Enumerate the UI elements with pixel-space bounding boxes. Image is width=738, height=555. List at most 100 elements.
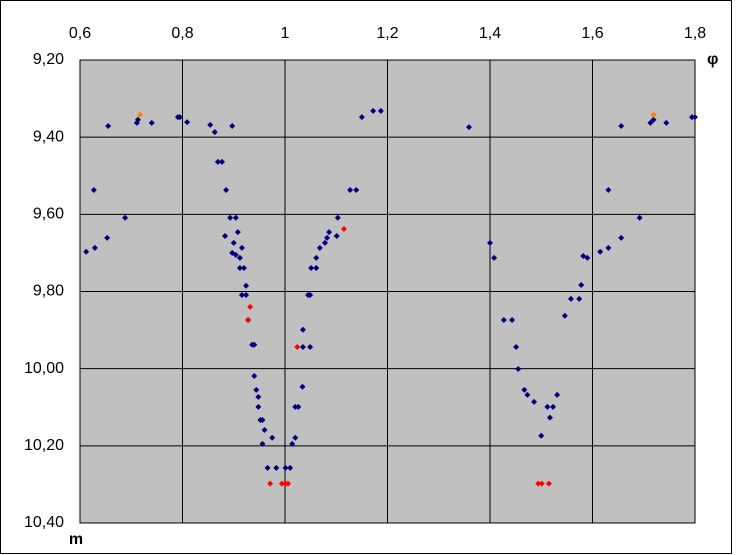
x-tick-label: 0,8 [171, 25, 193, 42]
data-point [255, 403, 262, 410]
data-point [491, 254, 498, 261]
data-point [521, 386, 528, 393]
data-point [282, 464, 289, 471]
data-point [316, 244, 323, 251]
data-point [218, 158, 225, 165]
data-point [243, 282, 250, 289]
data-point [83, 248, 90, 255]
data-point [232, 214, 239, 221]
data-point [307, 291, 314, 298]
data-point [326, 229, 333, 236]
x-tick-label: 1,6 [581, 25, 603, 42]
y-tick-label: 10,20 [24, 437, 64, 454]
data-point [255, 393, 262, 400]
data-point [230, 239, 237, 246]
data-point [515, 366, 522, 373]
data-point [251, 372, 258, 379]
data-point [535, 480, 542, 487]
data-point [229, 122, 236, 129]
data-point [267, 480, 274, 487]
data-point [287, 464, 294, 471]
data-point [105, 122, 112, 129]
data-point [597, 248, 604, 255]
data-point [487, 239, 493, 246]
data-point [688, 114, 695, 121]
data-point [253, 386, 260, 393]
data-point [176, 114, 183, 121]
data-point [324, 234, 331, 241]
data-point [245, 317, 252, 324]
data-point [663, 119, 670, 126]
data-point [333, 232, 340, 239]
data-point [134, 116, 141, 123]
y-tick-label: 9,20 [33, 51, 64, 68]
data-point [289, 440, 296, 447]
data-point [561, 312, 568, 319]
data-point [370, 107, 377, 114]
data-point [222, 232, 229, 239]
data-point [238, 291, 245, 298]
data-point [358, 114, 365, 121]
x-tick-label: 1,2 [376, 25, 398, 42]
x-tick-label: 1,4 [479, 25, 501, 42]
data-point [307, 344, 314, 351]
data-point [122, 214, 129, 221]
data-point [605, 187, 612, 194]
data-point [576, 295, 583, 302]
data-point [269, 434, 276, 441]
data-point [692, 114, 698, 121]
data-point [259, 440, 266, 447]
data-point [531, 398, 538, 405]
data-point [308, 264, 315, 271]
data-point [211, 129, 218, 136]
data-point [257, 416, 264, 423]
y-tick-label: 9,40 [33, 128, 64, 145]
y-axis-label: m [69, 531, 83, 548]
data-point [241, 264, 247, 271]
data-point [538, 480, 545, 487]
data-point [509, 317, 516, 324]
data-point [377, 107, 384, 114]
data-point [214, 158, 221, 165]
data-point [554, 391, 561, 398]
data-point [313, 264, 320, 271]
data-point [264, 464, 271, 471]
data-point [299, 326, 306, 333]
y-tick-label: 10,00 [24, 360, 64, 377]
data-point [465, 124, 472, 131]
data-point [647, 119, 654, 126]
data-point [524, 391, 531, 398]
data-point [294, 344, 301, 351]
data-point [538, 432, 545, 439]
data-point [273, 464, 280, 471]
data-point [578, 281, 585, 288]
data-point [232, 251, 239, 258]
data-point [513, 344, 520, 351]
data-point [292, 403, 299, 410]
data-point [223, 187, 230, 194]
data-point [238, 244, 245, 251]
data-point [567, 295, 574, 302]
data-point [353, 187, 360, 194]
data-point [91, 244, 98, 251]
data-point [295, 403, 302, 410]
data-point [334, 214, 341, 221]
data-point [636, 214, 643, 221]
data-point [285, 480, 292, 487]
data-point [650, 116, 657, 123]
y-tick-label: 9,80 [33, 283, 64, 300]
data-point [136, 111, 143, 118]
data-point [500, 317, 507, 324]
data-point [247, 303, 254, 310]
data-point [227, 214, 234, 221]
data-point [584, 254, 591, 261]
y-tick-label: 10,40 [24, 514, 64, 531]
data-point [605, 244, 612, 251]
data-point [313, 254, 320, 261]
data-point [184, 119, 191, 126]
data-point [104, 234, 111, 241]
x-tick-label: 1,8 [684, 25, 706, 42]
data-point [340, 225, 347, 232]
data-point [618, 122, 625, 129]
